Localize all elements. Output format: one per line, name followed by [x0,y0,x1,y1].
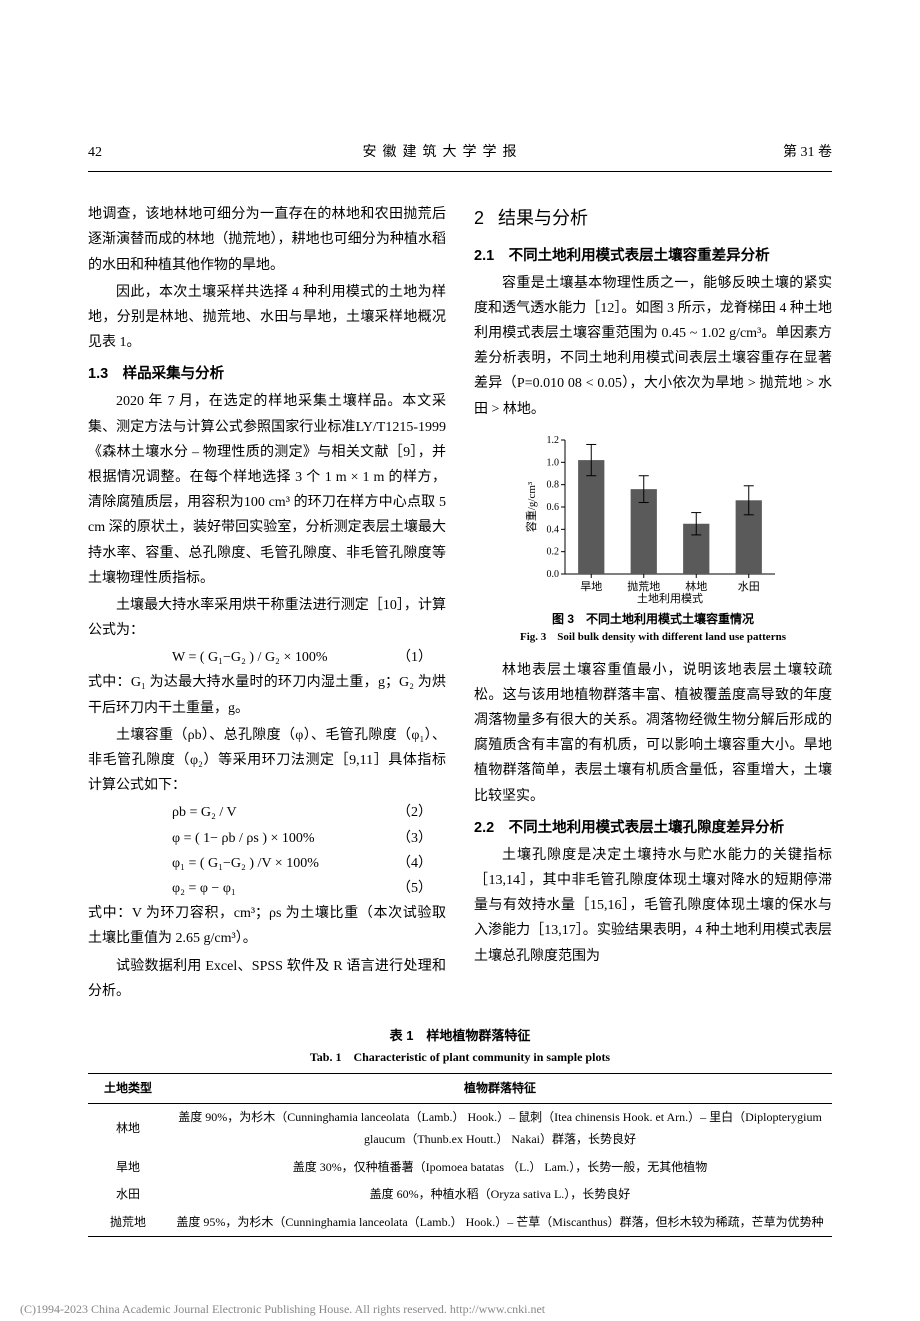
equation-expr: φ = ( 1− ρb / ρs ) × 100% [172,826,390,851]
table-1: 土地类型 植物群落特征 林地盖度 90%，为杉木（Cunninghamia la… [88,1073,832,1238]
equation-4: φ₁ = ( G₁−G₂ ) /V × 100% （4） [88,851,446,876]
volume-label: 第 31 卷 [783,140,832,165]
table-cell-type: 抛荒地 [88,1209,168,1237]
section-1-3-heading: 1.3 样品采集与分析 [88,361,446,387]
body-text: 式中：V 为环刀容积，cm³；ρs 为土壤比重（本次试验取土壤比重值为 2.65… [88,901,446,951]
equation-5: φ₂ = φ − φ₁ （5） [88,876,446,901]
svg-text:1.2: 1.2 [547,435,560,446]
table-cell-type: 旱地 [88,1154,168,1182]
table-row: 旱地盖度 30%，仅种植番薯（Ipomoea batatas （L.） Lam.… [88,1154,832,1182]
svg-text:0.0: 0.0 [547,569,560,580]
bar-chart: 0.0 0.2 0.4 0.6 0.8 1.0 1.2 容重/g/cm³ 旱地 抛荒地 林地 水田土地… [523,434,783,604]
svg-text:0.4: 0.4 [547,524,560,535]
equation-2: ρb = G₂ / V （2） [88,800,446,825]
equation-tag: （2） [390,800,432,825]
svg-text:0.2: 0.2 [547,546,560,557]
body-text: 2020 年 7 月，在选定的样地采集土壤样品。本文采集、测定方法与计算公式参照… [88,389,446,591]
table-col-header: 植物群落特征 [168,1073,832,1104]
svg-text:0.6: 0.6 [547,502,560,513]
body-text: 土壤容重（ρb）、总孔隙度（φ）、毛管孔隙度（φ₁）、非毛管孔隙度（φ₂）等采用… [88,723,446,799]
section-2-2-heading: 2.2 不同土地利用模式表层土壤孔隙度差异分析 [474,815,832,841]
page-footer: (C)1994-2023 China Academic Journal Elec… [0,1277,920,1321]
table-row: 水田盖度 60%，种植水稻（Oryza sativa L.），长势良好 [88,1181,832,1209]
equation-tag: （4） [390,851,432,876]
section-title: 结果与分析 [498,208,588,228]
figure-3-chart: 0.0 0.2 0.4 0.6 0.8 1.0 1.2 容重/g/cm³ 旱地 抛荒地 林地 水田土地… [523,434,783,604]
svg-text:0.8: 0.8 [547,479,560,490]
equation-expr: φ₁ = ( G₁−G₂ ) /V × 100% [172,851,390,876]
equation-tag: （5） [390,876,432,901]
equation-3: φ = ( 1− ρb / ρs ) × 100% （3） [88,826,446,851]
svg-text:抛荒地: 抛荒地 [627,579,660,593]
table-cell-type: 水田 [88,1181,168,1209]
table-row: 抛荒地盖度 95%，为杉木（Cunninghamia lanceolata（La… [88,1209,832,1237]
body-text: 容重是土壤基本物理性质之一，能够反映土壤的紧实度和透气透水能力［12］。如图 3… [474,271,832,422]
body-text: 地调查，该地林地可细分为一直存在的林地和农田抛荒后逐渐演替而成的林地（抛荒地），… [88,202,446,278]
body-text: 林地表层土壤容重值最小，说明该地表层土壤较疏松。这与该用地植物群落丰富、植被覆盖… [474,658,832,809]
equation-tag: （1） [390,645,432,670]
section-number: 2 [474,208,484,228]
table-1-caption-en: Tab. 1 Characteristic of plant community… [88,1047,832,1069]
table-cell-desc: 盖度 30%，仅种植番薯（Ipomoea batatas （L.） Lam.），… [168,1154,832,1182]
equation-tag: （3） [390,826,432,851]
section-2-heading: 2 结果与分析 [474,202,832,234]
equation-expr: ρb = G₂ / V [172,800,390,825]
svg-text:1.0: 1.0 [547,457,560,468]
svg-text:容重/g/cm³: 容重/g/cm³ [524,481,538,532]
svg-text:土地利用模式: 土地利用模式 [637,592,703,604]
table-cell-desc: 盖度 95%，为杉木（Cunninghamia lanceolata（Lamb.… [168,1209,832,1237]
table-row: 林地盖度 90%，为杉木（Cunninghamia lanceolata（Lam… [88,1104,832,1154]
figure-3-caption-cn: 图 3 不同土地利用模式土壤容重情况 [474,610,832,628]
equation-1: W = ( G₁−G₂ ) / G₂ × 100% （1） [88,645,446,670]
journal-title: 安徽建筑大学学报 [363,140,523,165]
right-column: 2 结果与分析 2.1 不同土地利用模式表层土壤容重差异分析 容重是土壤基本物理性… [474,202,832,1006]
table-cell-type: 林地 [88,1104,168,1154]
svg-text:水田: 水田 [738,580,760,593]
equation-expr: W = ( G₁−G₂ ) / G₂ × 100% [172,645,390,670]
running-header: 42 安徽建筑大学学报 第 31 卷 [88,140,832,172]
body-text: 试验数据利用 Excel、SPSS 软件及 R 语言进行处理和分析。 [88,954,446,1004]
equation-expr: φ₂ = φ − φ₁ [172,876,390,901]
section-2-1-heading: 2.1 不同土地利用模式表层土壤容重差异分析 [474,243,832,269]
svg-text:旱地: 旱地 [580,580,602,593]
body-text: 土壤最大持水率采用烘干称重法进行测定［10］，计算公式为： [88,593,446,643]
body-text: 土壤孔隙度是决定土壤持水与贮水能力的关键指标［13,14］，其中非毛管孔隙度体现… [474,843,832,969]
figure-3-caption-en: Fig. 3 Soil bulk density with different … [474,628,832,648]
table-cell-desc: 盖度 90%，为杉木（Cunninghamia lanceolata（Lamb.… [168,1104,832,1154]
page-number: 42 [88,140,102,165]
table-col-header: 土地类型 [88,1073,168,1104]
left-column: 地调查，该地林地可细分为一直存在的林地和农田抛荒后逐渐演替而成的林地（抛荒地），… [88,202,446,1006]
body-text: 因此，本次土壤采样共选择 4 种利用模式的土地为样地，分别是林地、抛荒地、水田与… [88,280,446,356]
body-text: 式中：G₁ 为达最大持水量时的环刀内湿土重，g；G₂ 为烘干后环刀内干土重量，g… [88,670,446,720]
svg-text:林地: 林地 [685,579,707,593]
table-cell-desc: 盖度 60%，种植水稻（Oryza sativa L.），长势良好 [168,1181,832,1209]
table-1-caption-cn: 表 1 样地植物群落特征 [88,1024,832,1047]
